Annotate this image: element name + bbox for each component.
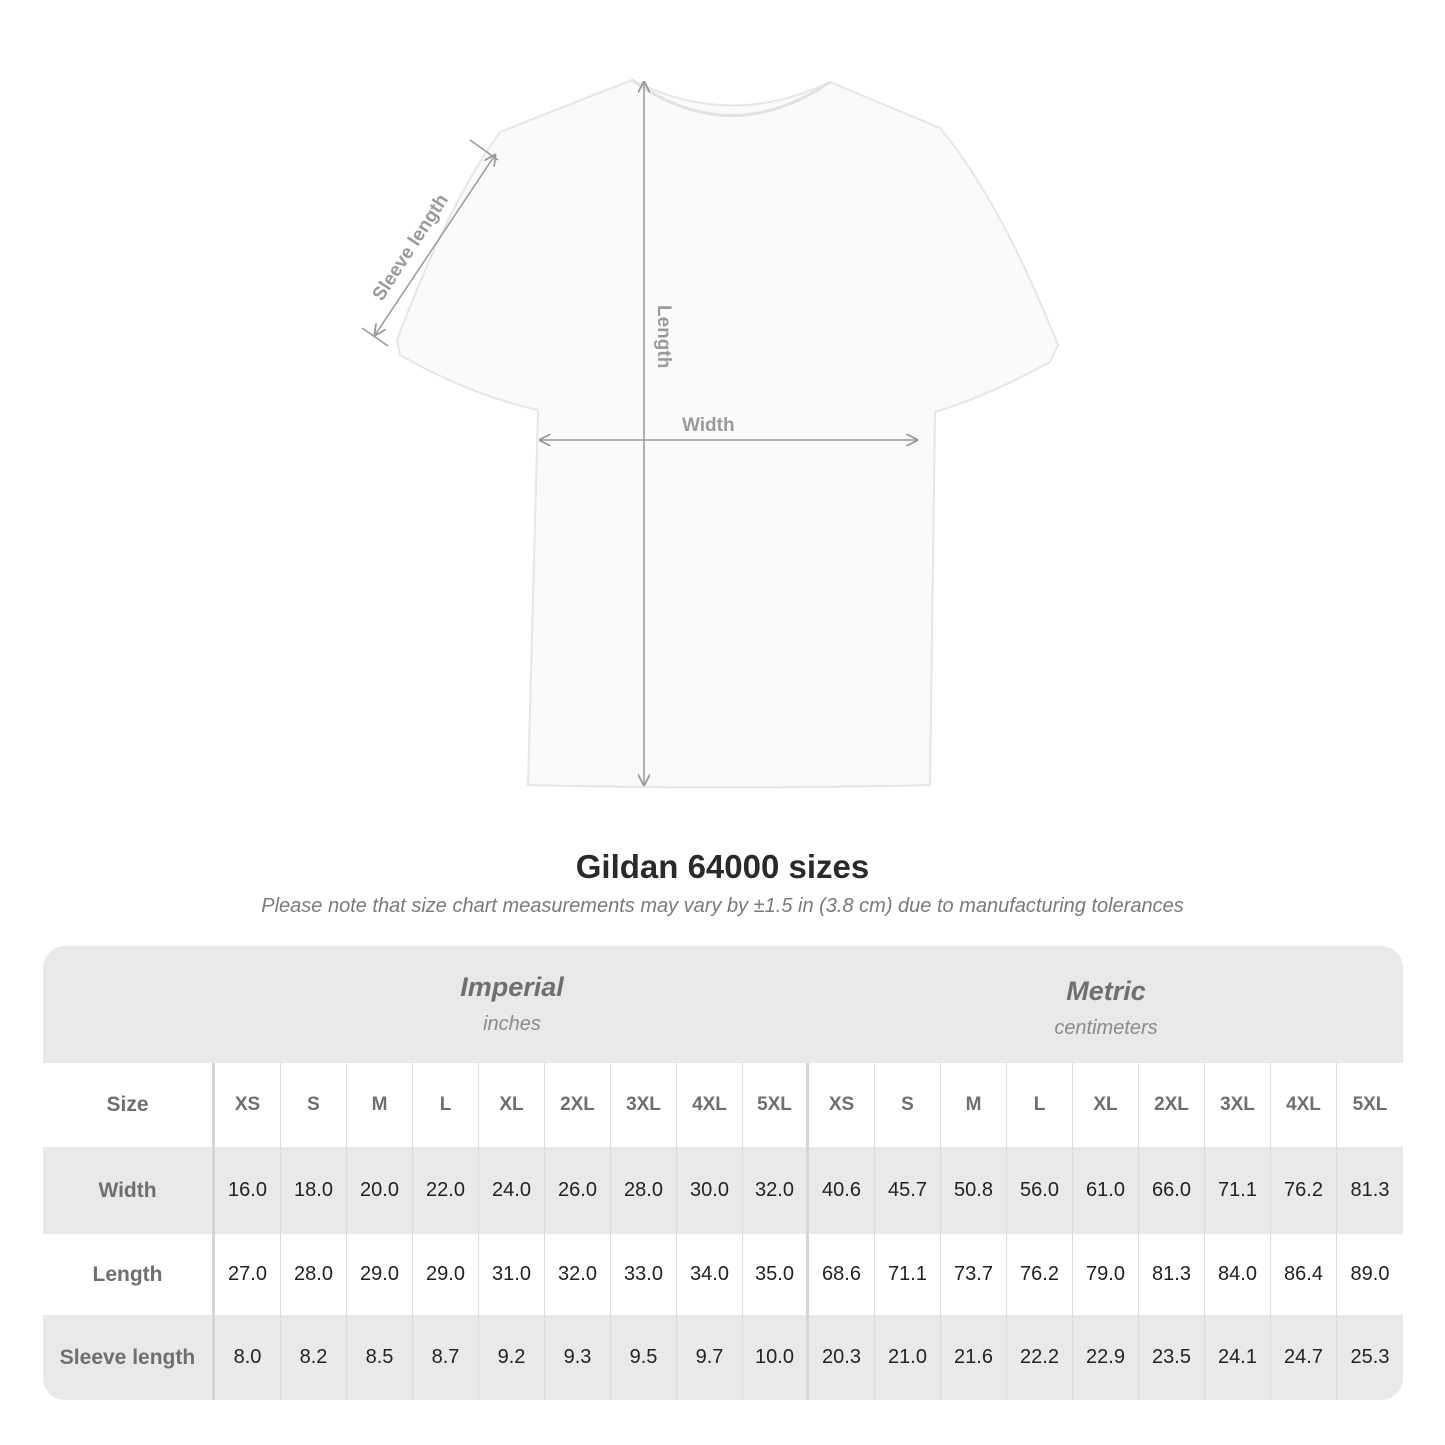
length-label: Length	[653, 305, 674, 368]
size-column-header: L	[1007, 1063, 1073, 1147]
size-column-header: 4XL	[677, 1063, 743, 1147]
size-column-header: XS	[215, 1063, 281, 1147]
table-cell: 22.9	[1073, 1315, 1139, 1400]
table-cell: 18.0	[281, 1147, 347, 1234]
size-column-header: S	[875, 1063, 941, 1147]
table-cell: 26.0	[545, 1147, 611, 1234]
row-label: Sleeve length	[43, 1315, 215, 1400]
table-cell: 89.0	[1350, 1263, 1390, 1285]
table-cell: 20.0	[347, 1147, 413, 1234]
tshirt-collar	[631, 78, 831, 117]
size-column-header: M	[347, 1063, 413, 1147]
table-cell: 22.0	[413, 1147, 479, 1234]
table-cell: 29.0	[347, 1234, 413, 1315]
table-cell: 9.7	[677, 1315, 743, 1400]
row-label: Size	[43, 1063, 215, 1147]
table-cell: 79.0	[1073, 1234, 1139, 1315]
table-cell: 8.5	[347, 1315, 413, 1400]
table-cell: 35.0	[743, 1234, 809, 1315]
table-cell: 8.0	[215, 1315, 281, 1400]
table-cell: 31.0	[479, 1234, 545, 1315]
table-cell: 24.0	[479, 1147, 545, 1234]
size-column-header: 3XL	[1205, 1063, 1271, 1147]
metric-unit: centimeters	[1054, 1017, 1158, 1039]
size-column-header: 2XL	[545, 1063, 611, 1147]
table-cell: 81.3	[1139, 1234, 1205, 1315]
table-cell: 33.0	[611, 1234, 677, 1315]
size-column-header: 5XL	[1352, 1094, 1388, 1115]
table-cell: 86.4	[1271, 1234, 1337, 1315]
table-cell: 71.1	[1205, 1147, 1271, 1234]
table-cell: 9.3	[545, 1315, 611, 1400]
table-cell: 9.2	[479, 1315, 545, 1400]
imperial-header: Imperial inches	[215, 946, 809, 1089]
size-header-row: Size XS S M L XL 2XL 3XL 4XL 5XL XS S M L XL 2XL 3XL 4XL 5…	[43, 1063, 1403, 1147]
size-column-header: XL	[1073, 1063, 1139, 1147]
table-cell: 28.0	[281, 1234, 347, 1315]
table-cell: 61.0	[1073, 1147, 1139, 1234]
table-cell: 81.3	[1350, 1179, 1390, 1201]
imperial-label: Imperial	[460, 972, 564, 1002]
size-column-header: S	[281, 1063, 347, 1147]
table-cell: 71.1	[875, 1234, 941, 1315]
table-cell: 56.0	[1007, 1147, 1073, 1234]
table-cell: 76.2	[1007, 1234, 1073, 1315]
size-column-header: 4XL	[1271, 1063, 1337, 1147]
tolerance-note: Please note that size chart measurements…	[261, 895, 1184, 917]
table-cell: 25.3	[1350, 1346, 1390, 1368]
table-cell: 9.5	[611, 1315, 677, 1400]
table-row: Sleeve length 8.0 8.2 8.5 8.7 9.2 9.3 9.5 9.7 10.…	[43, 1315, 1403, 1400]
table-cell: 32.0	[545, 1234, 611, 1315]
sleeve-length-measure	[361, 139, 499, 347]
imperial-unit: inches	[483, 1013, 541, 1035]
size-table: Imperial inches Metric centimeters Size X…	[43, 946, 1403, 1400]
table-row: Width 16.0 18.0 20.0 22.0 24.0 26.0 28.0 30.0 32.…	[43, 1147, 1403, 1234]
size-column-header: XS	[809, 1063, 875, 1147]
table-cell: 30.0	[677, 1147, 743, 1234]
table-cell: 50.8	[941, 1147, 1007, 1234]
table-cell: 73.7	[941, 1234, 1007, 1315]
page-title: Gildan 64000 sizes	[575, 848, 870, 885]
table-cell: 21.0	[875, 1315, 941, 1400]
metric-header: Metric centimeters	[809, 946, 1403, 1093]
table-cell: 28.0	[611, 1147, 677, 1234]
table-cell: 10.0	[743, 1315, 809, 1400]
table-cell: 34.0	[677, 1234, 743, 1315]
table-cell: 45.7	[875, 1147, 941, 1234]
table-cell: 68.6	[809, 1234, 875, 1315]
size-column-header: 5XL	[743, 1063, 809, 1147]
table-cell: 16.0	[215, 1147, 281, 1234]
size-column-header: XL	[479, 1063, 545, 1147]
table-cell: 21.6	[941, 1315, 1007, 1400]
table-cell: 22.2	[1007, 1315, 1073, 1400]
table-cell: 84.0	[1205, 1234, 1271, 1315]
table-cell: 23.5	[1139, 1315, 1205, 1400]
size-column-header: L	[413, 1063, 479, 1147]
size-column-header: 3XL	[611, 1063, 677, 1147]
table-cell: 24.7	[1271, 1315, 1337, 1400]
table-cell: 29.0	[413, 1234, 479, 1315]
table-cell: 32.0	[743, 1147, 809, 1234]
width-label: Width	[682, 415, 735, 436]
size-column-header: 2XL	[1139, 1063, 1205, 1147]
row-label: Length	[43, 1234, 215, 1315]
table-cell: 27.0	[215, 1234, 281, 1315]
size-column-header: M	[941, 1063, 1007, 1147]
tshirt-body	[395, 78, 1060, 789]
row-label: Width	[43, 1147, 215, 1234]
table-cell: 8.7	[413, 1315, 479, 1400]
table-cell: 8.2	[281, 1315, 347, 1400]
table-cell: 40.6	[809, 1147, 875, 1234]
table-cell: 76.2	[1271, 1147, 1337, 1234]
table-cell: 20.3	[809, 1315, 875, 1400]
tshirt-diagram: Sleeve length Length Width	[361, 78, 1060, 789]
metric-label: Metric	[1066, 976, 1146, 1006]
table-cell: 24.1	[1205, 1315, 1271, 1400]
table-row: Length 27.0 28.0 29.0 29.0 31.0 32.0 33.0 34.0 35…	[43, 1234, 1403, 1315]
table-cell: 66.0	[1139, 1147, 1205, 1234]
